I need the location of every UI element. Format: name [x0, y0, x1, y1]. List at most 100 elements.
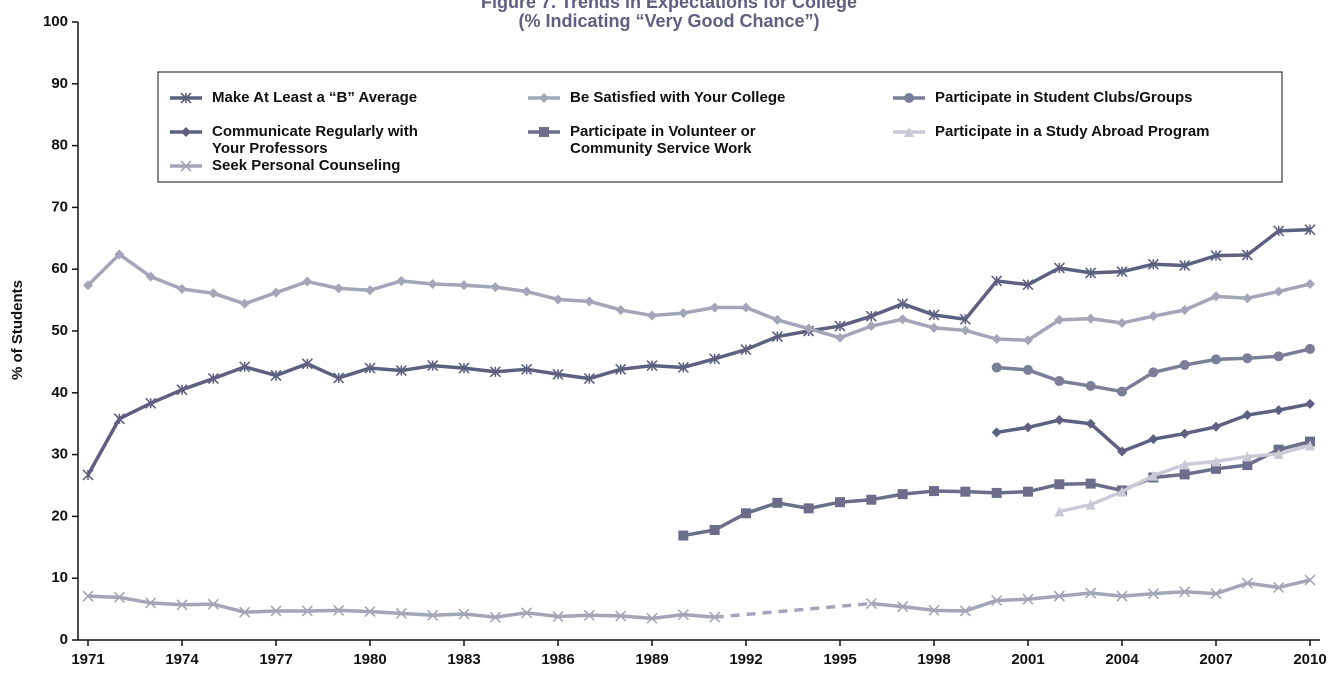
marker-shape: [1023, 335, 1033, 346]
marker: [1147, 258, 1159, 270]
marker: [1116, 590, 1128, 602]
gap-connector: [714, 601, 872, 619]
marker-shape: [772, 314, 783, 325]
marker-stroke: [1179, 586, 1191, 598]
marker-stroke: [521, 607, 533, 619]
marker-stroke: [1116, 590, 1128, 602]
legend-label: Make At Least a “B” Average: [212, 89, 417, 106]
marker-shape: [145, 271, 156, 282]
marker: [1242, 293, 1253, 304]
marker: [1273, 448, 1284, 459]
marker-shape: [991, 427, 1002, 438]
marker: [1211, 463, 1221, 474]
marker: [1304, 224, 1316, 236]
marker-shape: [490, 282, 501, 293]
marker-shape: [1085, 381, 1096, 392]
marker-stroke: [427, 609, 439, 621]
marker: [772, 497, 783, 508]
marker-shape: [1179, 469, 1190, 480]
marker: [1022, 593, 1034, 605]
marker: [1053, 262, 1065, 274]
x-tick-label: 1977: [259, 651, 292, 668]
marker-shape: [991, 334, 1002, 345]
marker-shape: [960, 325, 971, 336]
x-tick-label: 1971: [71, 651, 104, 668]
marker-shape: [1054, 376, 1065, 387]
marker-shape: [83, 280, 93, 291]
marker: [145, 597, 157, 609]
marker-shape: [539, 127, 549, 137]
marker: [959, 313, 971, 325]
marker-shape: [1242, 293, 1253, 304]
marker-shape: [1242, 410, 1253, 421]
marker: [1211, 291, 1221, 302]
marker-shape: [1148, 470, 1159, 481]
marker: [1305, 343, 1315, 354]
y-axis-label: % of Students: [9, 280, 26, 380]
marker-shape: [904, 93, 914, 103]
marker-stroke: [458, 608, 470, 620]
marker: [904, 127, 914, 137]
marker-shape: [1211, 421, 1221, 432]
marker-shape: [1242, 353, 1253, 364]
marker-shape: [904, 127, 914, 137]
marker-stroke: [489, 611, 501, 623]
marker: [1304, 574, 1316, 586]
marker-shape: [678, 308, 689, 319]
marker: [615, 304, 626, 315]
marker: [928, 604, 940, 616]
marker: [490, 282, 501, 293]
y-tick-label: 60: [51, 260, 68, 277]
marker-shape: [1148, 311, 1159, 322]
marker: [1054, 414, 1065, 425]
marker: [960, 486, 971, 497]
marker-shape: [1305, 343, 1315, 354]
marker: [553, 294, 563, 305]
marker-shape: [1117, 317, 1127, 328]
marker: [1085, 313, 1096, 324]
marker: [803, 503, 814, 514]
marker: [1241, 577, 1253, 589]
marker: [771, 330, 783, 343]
marker: [991, 594, 1003, 607]
marker: [1085, 267, 1097, 279]
marker: [646, 612, 658, 624]
marker: [239, 298, 250, 309]
marker: [866, 321, 877, 332]
marker: [678, 530, 689, 541]
marker-shape: [866, 321, 877, 332]
marker: [1054, 479, 1065, 490]
marker-shape: [866, 494, 877, 505]
marker: [176, 599, 188, 611]
marker: [333, 283, 344, 294]
marker-shape: [897, 314, 908, 325]
marker-shape: [1179, 359, 1190, 370]
marker: [1085, 418, 1096, 429]
marker-shape: [181, 127, 191, 137]
x-tick-label: 1974: [165, 651, 199, 668]
marker: [552, 368, 564, 380]
series-line: [86, 252, 1311, 343]
marker: [364, 606, 376, 618]
marker-stroke: [709, 611, 721, 623]
marker-stroke: [82, 590, 94, 602]
y-tick-label: 100: [43, 13, 68, 30]
marker: [1210, 588, 1222, 600]
marker: [647, 310, 657, 321]
marker: [741, 508, 751, 519]
marker-shape: [1148, 367, 1159, 378]
marker: [145, 271, 156, 282]
marker: [1273, 581, 1285, 594]
legend-label: Communicate Regularly with Your Professor…: [212, 123, 418, 157]
marker: [1148, 367, 1159, 378]
marker-shape: [835, 497, 845, 508]
marker: [521, 607, 533, 619]
x-tick-label: 1986: [541, 651, 574, 668]
marker: [1053, 590, 1065, 602]
marker-shape: [1179, 459, 1190, 470]
marker-shape: [521, 286, 532, 297]
marker-shape: [239, 298, 250, 309]
marker: [928, 309, 940, 321]
marker: [1305, 398, 1315, 409]
marker-shape: [1211, 291, 1221, 302]
